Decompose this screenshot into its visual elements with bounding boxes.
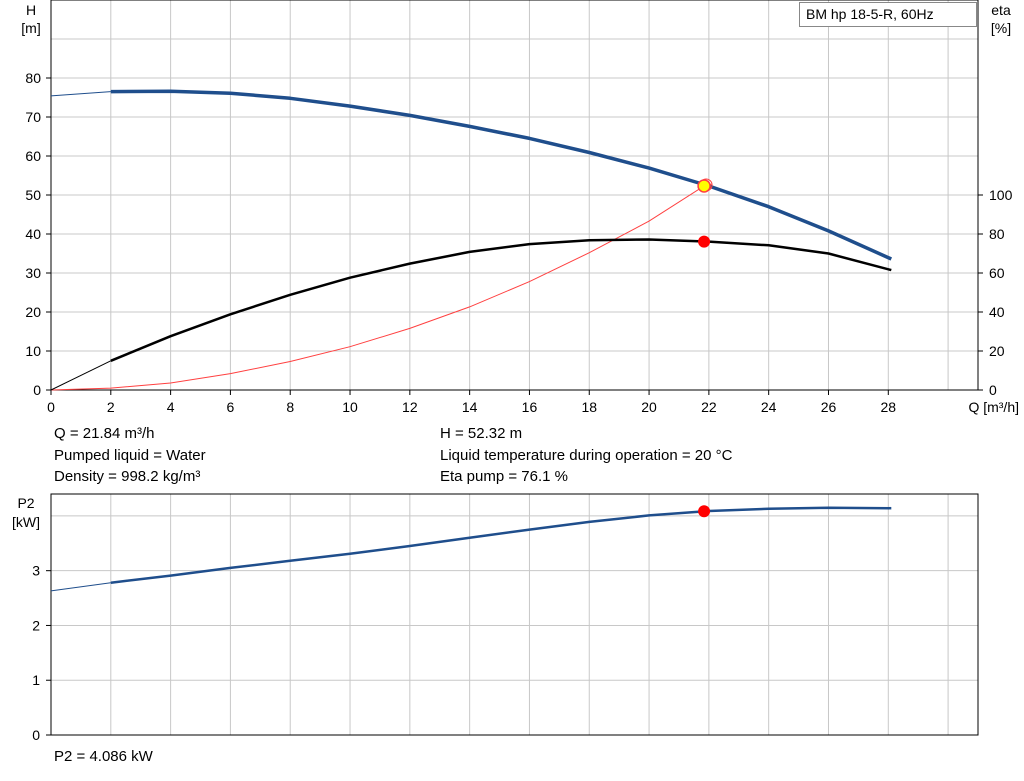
y-tick-label-bottom: 0 <box>32 727 40 743</box>
y-tick-label-left: 50 <box>25 187 41 203</box>
info-flow: Q = 21.84 m³/h <box>54 425 155 442</box>
y-tick-label-left: 30 <box>25 265 41 281</box>
x-tick-label: 24 <box>761 399 777 415</box>
plot-frame-bottom <box>50 493 979 736</box>
operating-point-head <box>697 179 711 193</box>
y-tick-label-right: 60 <box>989 265 1005 281</box>
y-tick-label-left: 10 <box>25 343 41 359</box>
y-tick-label-right: 0 <box>989 382 997 398</box>
y-axis-unit-bottom: [kW] <box>12 514 40 530</box>
head-curve-extrapolated <box>50 91 111 97</box>
y-axis-label-right: eta <box>991 2 1011 18</box>
y-tick-label-bottom: 1 <box>32 672 40 688</box>
x-tick-label: 12 <box>402 399 418 415</box>
x-tick-label: 6 <box>227 399 235 415</box>
x-tick-label: 20 <box>641 399 657 415</box>
x-tick-label: 14 <box>462 399 478 415</box>
y-axis-label-left: H <box>26 2 36 18</box>
x-tick-label: 22 <box>701 399 717 415</box>
y-tick-label-right: 80 <box>989 226 1005 242</box>
x-tick-label: 28 <box>881 399 897 415</box>
eta-curve <box>110 238 892 362</box>
x-tick-label: 16 <box>522 399 538 415</box>
y-tick-label-right: 100 <box>989 187 1013 203</box>
system-curve <box>50 183 713 391</box>
x-tick-label: 10 <box>342 399 358 415</box>
y-tick-label-left: 70 <box>25 109 41 125</box>
y-axis-unit-left: [m] <box>21 20 40 36</box>
info-pumped-liquid: Pumped liquid = Water <box>54 447 206 464</box>
info-liquid-temperature: Liquid temperature during operation = 20… <box>440 447 733 464</box>
pump-model-label: BM hp 18-5-R, 60Hz <box>799 2 977 27</box>
y-axis-label-bottom: P2 <box>17 495 34 511</box>
y-tick-label-left: 0 <box>33 382 41 398</box>
operating-point-power <box>698 505 711 518</box>
info-eta-pump: Eta pump = 76.1 % <box>440 468 568 485</box>
power-curve-extrapolated <box>50 582 111 592</box>
power-curve <box>110 506 892 584</box>
y-tick-label-right: 20 <box>989 343 1005 359</box>
y-tick-label-bottom: 3 <box>32 563 40 579</box>
x-tick-label: 8 <box>286 399 294 415</box>
x-tick-label: 18 <box>581 399 597 415</box>
info-density: Density = 998.2 kg/m³ <box>54 468 201 485</box>
operating-point-eta <box>698 235 711 248</box>
y-tick-label-right: 40 <box>989 304 1005 320</box>
x-axis-label: Q [m³/h] <box>968 399 1019 415</box>
info-head: H = 52.32 m <box>440 425 523 442</box>
x-tick-label: 0 <box>47 399 55 415</box>
y-tick-label-left: 20 <box>25 304 41 320</box>
y-axis-unit-right: [%] <box>991 20 1011 36</box>
info-power: P2 = 4.086 kW <box>54 748 153 765</box>
y-tick-label-bottom: 2 <box>32 617 40 633</box>
x-tick-label: 4 <box>167 399 175 415</box>
x-tick-label: 2 <box>107 399 115 415</box>
head-curve <box>110 89 893 261</box>
y-tick-label-left: 40 <box>25 226 41 242</box>
y-tick-label-left: 80 <box>25 70 41 86</box>
eta-curve-extrapolated <box>50 360 112 391</box>
x-tick-label: 26 <box>821 399 837 415</box>
y-tick-label-left: 60 <box>25 148 41 164</box>
